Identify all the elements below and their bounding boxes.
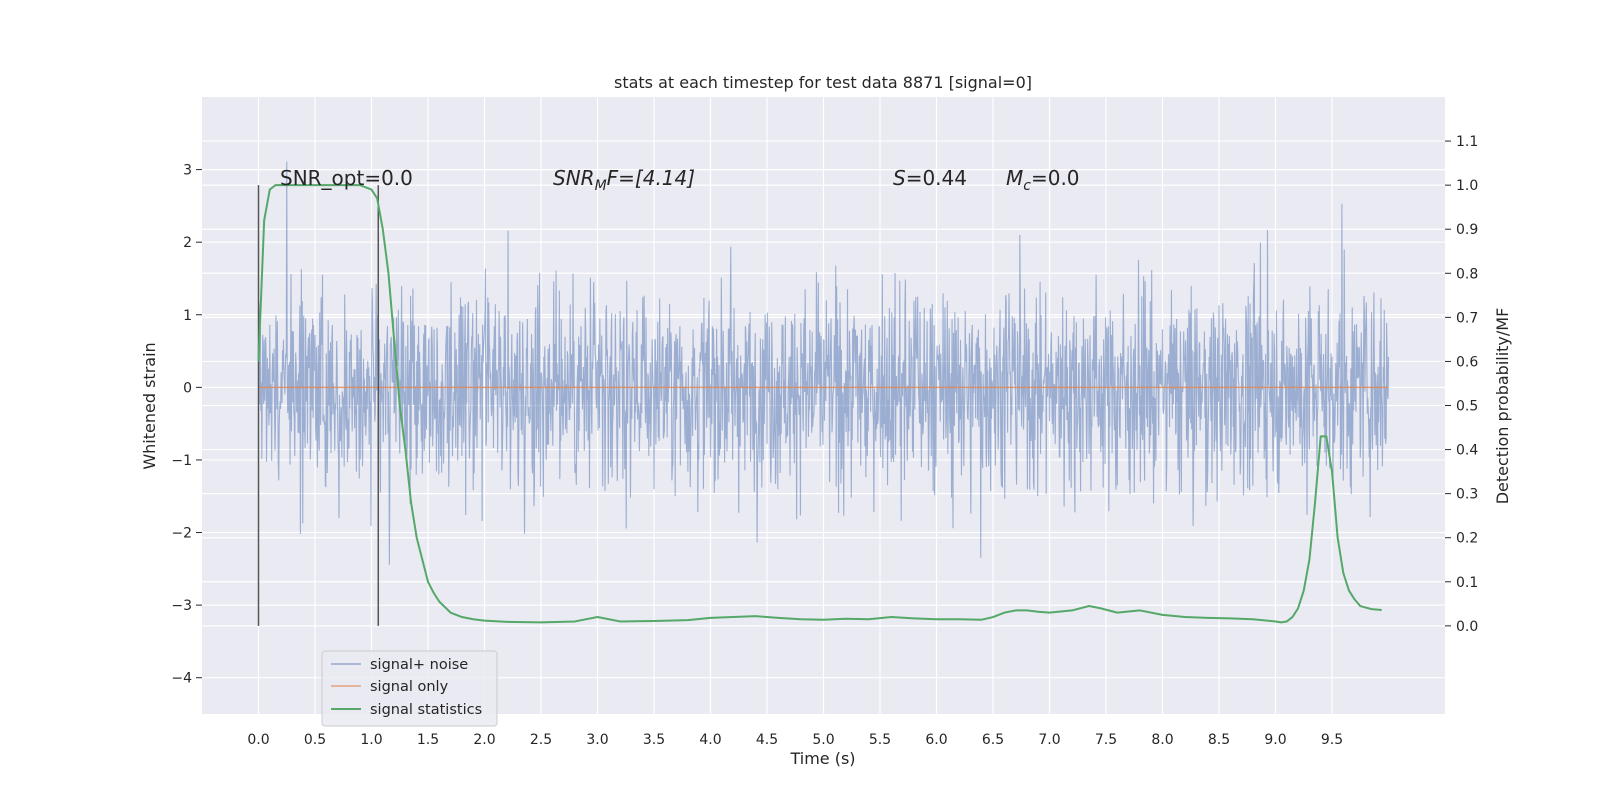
right-y-tick-label: 1.1 bbox=[1456, 134, 1478, 150]
snr-mf-f: F=[4.14] bbox=[607, 166, 695, 190]
left-y-tick-label: −2 bbox=[171, 526, 192, 542]
s-base: S bbox=[893, 166, 906, 190]
right-y-tick-label: 0.7 bbox=[1456, 310, 1478, 326]
statistics-series bbox=[257, 184, 1382, 624]
x-tick-label: 2.0 bbox=[473, 732, 495, 748]
s-value: =0.44 bbox=[906, 166, 967, 190]
x-tick-label: 5.0 bbox=[812, 732, 834, 748]
mc-value: =0.0 bbox=[1031, 166, 1080, 190]
left-y-tick-label: −4 bbox=[171, 671, 192, 687]
x-tick-label: 7.0 bbox=[1038, 732, 1060, 748]
x-tick-label: 5.5 bbox=[869, 732, 891, 748]
chart-title: stats at each timestep for test data 887… bbox=[614, 73, 1032, 92]
noise-line bbox=[257, 161, 1390, 565]
snr-mf-base: SNR bbox=[553, 166, 595, 190]
x-tick-label: 9.0 bbox=[1264, 732, 1286, 748]
x-tick-label: 3.0 bbox=[586, 732, 608, 748]
x-tick-label: 4.0 bbox=[699, 732, 721, 748]
x-tick-label: 1.0 bbox=[360, 732, 382, 748]
snr-mf-sub: M bbox=[595, 178, 607, 194]
x-tick-label: 1.5 bbox=[417, 732, 439, 748]
legend-label-signal: signal only bbox=[370, 679, 449, 695]
legend: signal+ noise signal only signal statist… bbox=[321, 650, 498, 727]
left-y-tick-label: 3 bbox=[183, 163, 192, 179]
right-y-tick-label: 0.0 bbox=[1456, 619, 1478, 635]
x-tick-label: 6.5 bbox=[982, 732, 1004, 748]
right-y-tick-label: 0.2 bbox=[1456, 531, 1478, 547]
x-tick-label: 7.5 bbox=[1095, 732, 1117, 748]
left-y-tick-label: 2 bbox=[183, 235, 192, 251]
right-y-tick-labels: 1.1 1.0 0.9 0.8 0.7 0.6 0.5 0.4 0.3 0.2 0.1 0.0 bbox=[1456, 134, 1478, 635]
snr-opt-annotation: SNR_opt=0.0 bbox=[280, 166, 413, 190]
x-tick-label: 4.5 bbox=[756, 732, 778, 748]
mc-base: M bbox=[1006, 166, 1023, 190]
statistics-line bbox=[257, 184, 1382, 624]
x-tick-label: 8.5 bbox=[1208, 732, 1230, 748]
left-y-axis-label: Whitened strain bbox=[140, 342, 159, 469]
snr-mf-annotation: SNRMF=[4.14] bbox=[553, 166, 695, 194]
marker-lines bbox=[257, 185, 380, 626]
x-tick-label: 9.5 bbox=[1321, 732, 1343, 748]
right-y-tick-label: 0.3 bbox=[1456, 487, 1478, 503]
x-axis-label: Time (s) bbox=[789, 749, 855, 768]
left-y-tick-label: −3 bbox=[171, 598, 192, 614]
legend-box bbox=[321, 650, 498, 727]
right-y-tick-label: 0.5 bbox=[1456, 399, 1478, 415]
x-tick-label: 0.5 bbox=[304, 732, 326, 748]
right-y-tick-label: 0.9 bbox=[1456, 222, 1478, 238]
x-tick-label: 8.0 bbox=[1151, 732, 1173, 748]
right-y-tick-label: 0.8 bbox=[1456, 266, 1478, 282]
right-y-tick-label: 1.0 bbox=[1456, 178, 1478, 194]
left-y-tick-label: −1 bbox=[171, 453, 192, 469]
right-y-tick-label: 0.4 bbox=[1456, 443, 1478, 459]
x-tick-label: 6.0 bbox=[925, 732, 947, 748]
mc-sub: c bbox=[1023, 178, 1031, 194]
legend-label-noise: signal+ noise bbox=[370, 657, 468, 673]
left-y-tick-label: 0 bbox=[183, 380, 192, 396]
x-tick-label: 3.5 bbox=[643, 732, 665, 748]
legend-label-statistics: signal statistics bbox=[370, 702, 482, 718]
noise-series bbox=[257, 161, 1390, 565]
left-y-tick-label: 1 bbox=[183, 308, 192, 324]
left-y-tick-labels: 3 2 1 0 −1 −2 −3 −4 bbox=[171, 163, 192, 687]
right-y-tick-label: 0.1 bbox=[1456, 575, 1478, 591]
x-tick-labels: 0.0 0.5 1.0 1.5 2.0 2.5 3.0 3.5 4.0 4.5 5.0 5.5 6.0 6… bbox=[247, 732, 1343, 748]
s-annotation: S=0.44 bbox=[893, 166, 967, 190]
x-tick-label: 0.0 bbox=[247, 732, 269, 748]
x-tick-label: 2.5 bbox=[530, 732, 552, 748]
right-y-axis-label: Detection probability/MF bbox=[1493, 308, 1512, 505]
mc-annotation: Mc=0.0 bbox=[1006, 166, 1080, 194]
right-y-tick-label: 0.6 bbox=[1456, 354, 1478, 370]
